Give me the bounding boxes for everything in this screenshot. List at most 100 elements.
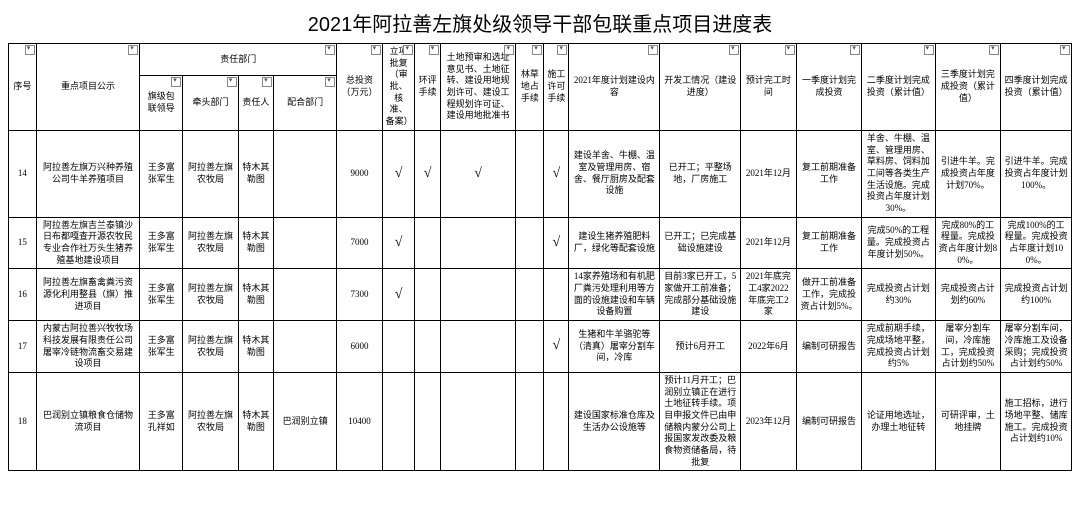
cell-coop [274,130,337,217]
filter-icon[interactable] [557,45,567,55]
filter-icon[interactable] [785,45,795,55]
cell-num: 15 [9,217,37,269]
h-leader: 旗级包联领导 [140,76,183,131]
cell-c5: √ [544,321,569,373]
cell-q2: 完成50%的工程量。完成投资占年度计划50%。 [862,217,935,269]
table-row: 18巴润别立镇粮食仓储物流项目王多富孔祥如阿拉善左旗农牧局特木其勒图巴润别立镇1… [9,372,1072,471]
cell-content: 建设生猪养殖肥料厂，绿化等配套设施 [569,217,660,269]
cell-start: 预计6月开工 [660,321,741,373]
cell-q3: 引进牛羊。完成投资占年度计划70%。 [935,130,1001,217]
cell-content: 生猪和牛羊骆驼等（清真）屠宰分割车间，冷库 [569,321,660,373]
cell-q4: 完成投资占计划约100% [1001,269,1072,321]
cell-c2 [415,321,440,373]
cell-c3 [440,372,516,471]
filter-icon[interactable] [25,45,35,55]
cell-c4 [516,217,544,269]
cell-c1: √ [382,217,415,269]
filter-icon[interactable] [729,45,739,55]
h-env: 环评手续 [415,44,440,131]
cell-num: 16 [9,269,37,321]
filter-icon[interactable] [532,45,542,55]
cell-coop [274,321,337,373]
page-title: 2021年阿拉善左旗处级领导干部包联重点项目进度表 [8,8,1072,37]
cell-coop [274,269,337,321]
cell-leader: 王多富张军生 [140,130,183,217]
cell-q4: 引进牛羊。完成投资占年度计划100%。 [1001,130,1072,217]
cell-c3 [440,321,516,373]
cell-inv: 10400 [337,372,382,471]
filter-icon[interactable] [924,45,934,55]
cell-q4: 施工招标，进行场地平整、储库施工。完成投资占计划约10% [1001,372,1072,471]
cell-dept: 阿拉善左旗农牧局 [183,321,239,373]
h-coop: 配合部门 [274,76,337,131]
h-land: 土地预审和选址意见书、土地征转、建设用地规划许可、建设工程规划许可证、建设用地批… [440,44,516,131]
cell-c3 [440,269,516,321]
filter-icon[interactable] [850,45,860,55]
filter-icon[interactable] [227,77,237,87]
cell-time: 2023年12月 [741,372,797,471]
cell-q4: 屠宰分割车间，冷库施工及设备采购；完成投资占计划约50% [1001,321,1072,373]
table-row: 15阿拉善左旗吉兰泰镇沙日布都嘎查开源农牧民专业合作社万头生猪养殖基地建设项目王… [9,217,1072,269]
filter-icon[interactable] [325,45,335,55]
cell-proj: 阿拉善左旗畜禽粪污资源化利用整县（旗）推进项目 [36,269,140,321]
cell-q1: 做开工前准备工作，完成投资占计划5%。 [796,269,862,321]
cell-c4 [516,130,544,217]
cell-resp: 特木其勒图 [238,130,273,217]
h-q4: 四季度计划完成投资（累计值） [1001,44,1072,131]
filter-icon[interactable] [504,45,514,55]
cell-coop: 巴润别立镇 [274,372,337,471]
cell-start: 已开工；已完成基础设施建设 [660,217,741,269]
cell-c1 [382,372,415,471]
progress-table: 序号 重点项目公示 责任部门 总投资（万元） 立项批复（审批、核准、备案） 环评… [8,43,1072,471]
cell-inv: 6000 [337,321,382,373]
cell-num: 17 [9,321,37,373]
filter-icon[interactable] [262,77,272,87]
cell-resp: 特木其勒图 [238,372,273,471]
cell-c5 [544,372,569,471]
cell-time: 2021年底完工4家2022年底完工2家 [741,269,797,321]
cell-q2: 完成投资占计划约30% [862,269,935,321]
cell-leader: 王多富张军生 [140,321,183,373]
h-group: 责任部门 [140,44,337,76]
cell-leader: 王多富张军生 [140,269,183,321]
h-dept: 牵头部门 [183,76,239,131]
cell-start: 目前3家已开工，5家做开工前准备；完成部分基础设施建设 [660,269,741,321]
table-row: 14阿拉善左旗万兴种养殖公司牛羊养殖项目王多富张军生阿拉善左旗农牧局特木其勒图9… [9,130,1072,217]
filter-icon[interactable] [648,45,658,55]
cell-q1: 复工前期准备工作 [796,217,862,269]
h-inv: 总投资（万元） [337,44,382,131]
h-start: 开发工情况（建设进度） [660,44,741,131]
filter-icon[interactable] [403,45,413,55]
cell-resp: 特木其勒图 [238,321,273,373]
cell-coop [274,217,337,269]
filter-icon[interactable] [1060,45,1070,55]
cell-leader: 王多富孔祥如 [140,372,183,471]
filter-icon[interactable] [171,77,181,87]
cell-c2 [415,217,440,269]
cell-c4 [516,269,544,321]
h-num: 序号 [9,44,37,131]
filter-icon[interactable] [989,45,999,55]
filter-icon[interactable] [371,45,381,55]
cell-q2: 论证用地选址，办理土地征转 [862,372,935,471]
h-q1: 一季度计划完成投资 [796,44,862,131]
cell-q3: 完成投资占计划约60% [935,269,1001,321]
cell-proj: 阿拉善左旗吉兰泰镇沙日布都嘎查开源农牧民专业合作社万头生猪养殖基地建设项目 [36,217,140,269]
filter-icon[interactable] [325,77,335,87]
cell-c2 [415,269,440,321]
filter-icon[interactable] [128,45,138,55]
cell-inv: 7000 [337,217,382,269]
filter-icon[interactable] [429,45,439,55]
h-approval: 立项批复（审批、核准、备案） [382,44,415,131]
table-row: 16阿拉善左旗畜禽粪污资源化利用整县（旗）推进项目王多富张军生阿拉善左旗农牧局特… [9,269,1072,321]
cell-resp: 特木其勒图 [238,269,273,321]
header-row-1: 序号 重点项目公示 责任部门 总投资（万元） 立项批复（审批、核准、备案） 环评… [9,44,1072,76]
cell-c2: √ [415,130,440,217]
cell-inv: 7300 [337,269,382,321]
cell-dept: 阿拉善左旗农牧局 [183,130,239,217]
cell-q3: 可研评审，土地挂牌 [935,372,1001,471]
cell-time: 2021年12月 [741,130,797,217]
h-time: 预计完工时间 [741,44,797,131]
cell-q2: 羊舍、牛棚、温室、管理用房、草料房、饲料加工间等各类生产生活设施。完成投资占年度… [862,130,935,217]
cell-leader: 王多富张军生 [140,217,183,269]
